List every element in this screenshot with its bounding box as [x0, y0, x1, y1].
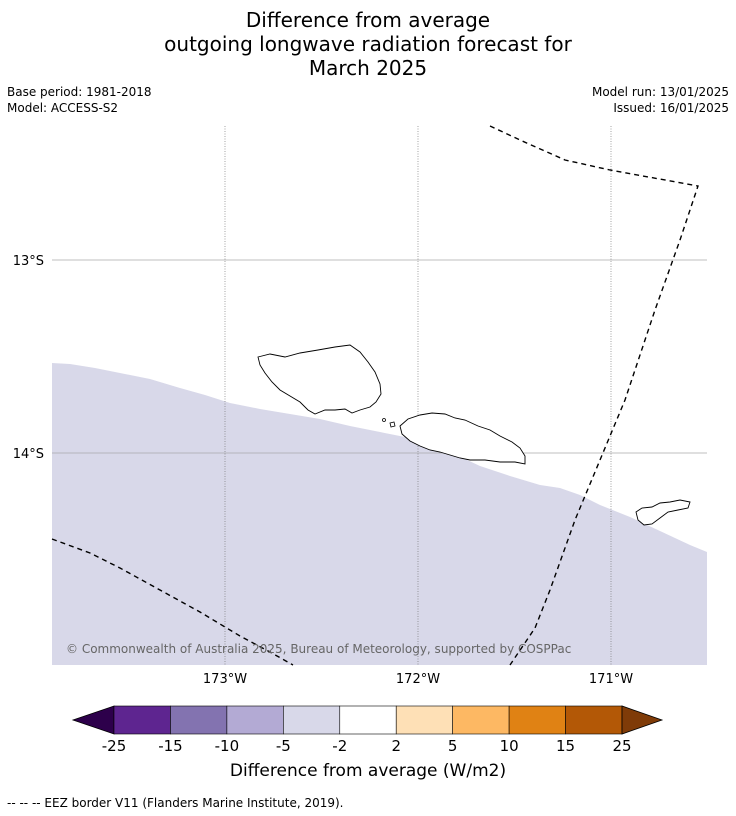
colorbar-bin — [339, 705, 397, 735]
anomaly-region — [52, 363, 707, 665]
colorbar-tick-label: 10 — [500, 737, 519, 755]
map-panel: 13°S 14°S 173°W 172°W 171°W © Commonweal… — [13, 125, 707, 687]
colorbar-tick-label: 2 — [391, 737, 401, 755]
eez-footnote: -- -- -- EEZ border V11 (Flanders Marine… — [7, 796, 344, 810]
colorbar-tick-label: -5 — [276, 737, 291, 755]
lat-label-14s: 14°S — [13, 447, 44, 462]
colorbar-tick-label: -25 — [102, 737, 127, 755]
lon-label-172w: 172°W — [396, 672, 440, 687]
island-tutuila-outline — [635, 499, 691, 526]
eez-border-north-east — [489, 125, 699, 666]
colorbar-bin — [170, 705, 228, 735]
title-line-2: outgoing longwave radiation forecast for — [164, 32, 572, 56]
title-line-1: Difference from average — [245, 8, 491, 32]
copyright-text: © Commonwealth of Australia 2025, Bureau… — [66, 642, 571, 656]
colorbar-extend-high — [621, 705, 664, 735]
model-text: Model: ACCESS-S2 — [7, 101, 119, 115]
colorbar-bin — [565, 705, 623, 735]
colorbar-bin — [395, 705, 453, 735]
title-line-3: March 2025 — [308, 56, 428, 80]
lat-label-13s: 13°S — [13, 254, 44, 269]
colorbar-bin — [508, 705, 566, 735]
colorbar-tick-label: -15 — [158, 737, 183, 755]
island-apolima-outline — [382, 418, 386, 422]
colorbar-extend-low — [71, 705, 115, 735]
island-savaii-outline — [257, 344, 382, 415]
colorbar-bin — [283, 705, 341, 735]
colorbar-tick-label: -10 — [215, 737, 240, 755]
base-period-text: Base period: 1981-2018 — [7, 85, 152, 99]
lon-label-173w: 173°W — [203, 672, 247, 687]
issued-text: Issued: 16/01/2025 — [613, 101, 729, 115]
colorbar-bin — [113, 705, 171, 735]
meta-right: Model run: 13/01/2025 Issued: 16/01/2025 — [592, 84, 729, 116]
map-title: Difference from average outgoing longwav… — [0, 8, 736, 80]
colorbar-tick-label: 5 — [448, 737, 458, 755]
colorbar-bin — [226, 705, 284, 735]
colorbar-tick-label: 25 — [612, 737, 631, 755]
colorbar-bin — [452, 705, 510, 735]
lon-label-171w: 171°W — [589, 672, 633, 687]
colorbar-tick-label: 15 — [556, 737, 575, 755]
eez-border-south-west — [51, 538, 294, 666]
model-run-text: Model run: 13/01/2025 — [591, 85, 729, 99]
meta-left: Base period: 1981-2018 Model: ACCESS-S2 — [7, 84, 152, 116]
island-manono-outline — [389, 421, 396, 428]
colorbar: -25 -15 -10 -5 -2 2 5 10 15 25 — [71, 705, 664, 755]
island-upolu-outline — [399, 412, 526, 465]
colorbar-tick-label: -2 — [332, 737, 347, 755]
colorbar-label: Difference from average (W/m2) — [229, 761, 507, 781]
